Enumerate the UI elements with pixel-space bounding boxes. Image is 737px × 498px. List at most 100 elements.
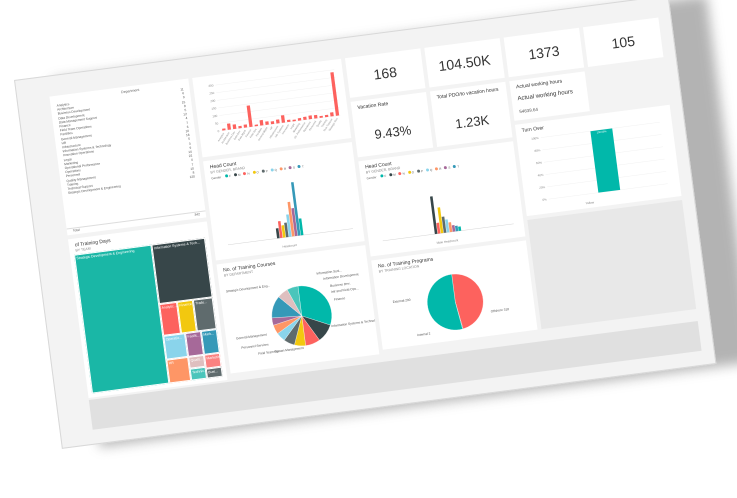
bar bbox=[265, 121, 269, 125]
x-tick-label: Personnel bbox=[309, 120, 318, 131]
treemap-cell[interactable]: Trade... bbox=[192, 297, 217, 332]
bar bbox=[226, 123, 231, 130]
bar bbox=[243, 124, 248, 128]
bar bbox=[313, 114, 318, 119]
treemap-cell[interactable]: HR bbox=[166, 356, 192, 384]
y-tick-label: 40% bbox=[537, 173, 544, 178]
bar bbox=[254, 124, 259, 127]
x-tick-label: Training bbox=[321, 118, 329, 128]
y-tick-label: 100 bbox=[212, 114, 218, 119]
bar bbox=[436, 222, 441, 234]
x-tick-label: Data Mgmt bbox=[238, 129, 247, 141]
department-rows: Analytics 11 Architecture 6 Business Develop… bbox=[50, 86, 201, 196]
y-tick-label: 50 bbox=[215, 121, 219, 125]
x-tick-label: Business Dev bbox=[225, 130, 236, 145]
y-tick-label: 80% bbox=[534, 148, 541, 153]
pdo-label: Total PDO/to vacation hours bbox=[436, 86, 499, 101]
gridline bbox=[220, 107, 340, 124]
kpi-hours-tile[interactable]: 104.50K bbox=[424, 38, 505, 88]
bar bbox=[590, 128, 621, 193]
treemap-label: HR bbox=[168, 360, 175, 366]
actual-working-hours-tile[interactable]: Actual working hours Actual working hour… bbox=[509, 71, 590, 121]
actual-working-hours-label: Actual working hours bbox=[515, 78, 563, 91]
x-tick-label: Legal bbox=[290, 123, 296, 130]
gridline bbox=[217, 84, 337, 101]
turn-over-tile[interactable]: Turn Over 100% 80% 60% 40% 20% 0% 100.00% Yell… bbox=[514, 104, 682, 217]
bar bbox=[445, 219, 450, 233]
treemap-label: Operatio... bbox=[165, 335, 183, 342]
pdo-tile[interactable]: Total PDO/to vacation hours 1.23K bbox=[429, 81, 513, 148]
treemap-label: Facilit... bbox=[187, 333, 200, 339]
bar bbox=[259, 119, 264, 126]
x-tick-label: General Mgmt bbox=[257, 126, 268, 141]
kpi-head-count-tile[interactable]: 168 bbox=[344, 48, 426, 98]
kpi-actual-hours: 1373 bbox=[527, 42, 561, 63]
kpi-actual-hours-tile[interactable]: 1373 bbox=[503, 27, 585, 78]
bar bbox=[275, 119, 280, 124]
gridline bbox=[216, 77, 336, 93]
gridline bbox=[215, 69, 335, 86]
bar bbox=[324, 114, 329, 118]
bar bbox=[275, 228, 280, 239]
bar bbox=[290, 182, 301, 236]
bar-data-label: 100.00% bbox=[597, 130, 608, 134]
y-tick-label: 20% bbox=[539, 185, 546, 190]
bar bbox=[297, 117, 302, 121]
bar bbox=[454, 225, 459, 232]
treemap-label: Qualit... bbox=[190, 357, 203, 363]
x-tick-label: Analytics bbox=[217, 132, 225, 143]
bar bbox=[238, 125, 242, 129]
x-tick-label: Finance bbox=[245, 128, 253, 138]
total-label: Total bbox=[72, 227, 80, 233]
bar bbox=[222, 128, 226, 131]
bar bbox=[286, 214, 292, 237]
bar bbox=[303, 116, 307, 121]
treemap-label: Information Systems & Tech... bbox=[153, 240, 201, 251]
bar bbox=[451, 225, 456, 232]
kpi-head-count: 168 bbox=[372, 63, 398, 83]
y-tick-label: 0 bbox=[217, 129, 219, 133]
bar bbox=[246, 105, 253, 128]
x-tick-label: Innovation bbox=[281, 123, 290, 135]
bar bbox=[292, 119, 296, 122]
head-count-chart-1 bbox=[227, 182, 353, 246]
department-list-tile[interactable]: Department Analytics 11 Architecture 6 Busin… bbox=[49, 78, 207, 236]
x-tick-label: Quality bbox=[316, 119, 323, 128]
treemap-cell[interactable]: Operatio... bbox=[163, 333, 189, 360]
bar bbox=[308, 115, 313, 120]
bar bbox=[298, 218, 304, 236]
bar bbox=[280, 115, 286, 123]
treemap-cell[interactable]: Busi... bbox=[205, 366, 223, 379]
empty-canvas-area bbox=[527, 199, 697, 330]
pie-slice bbox=[427, 274, 463, 331]
pie-slice bbox=[287, 285, 302, 316]
vacation-rate-tile[interactable]: Vacation Rate 9.43% bbox=[350, 92, 434, 158]
training-days-tile[interactable]: of Training Days BY TEAM Strategic Devel… bbox=[67, 221, 228, 399]
bar bbox=[286, 119, 291, 123]
training-courses-tile[interactable]: No. of Training Courses BY DEPARTMENT St… bbox=[216, 245, 380, 374]
treemap-cell[interactable]: Technic... bbox=[189, 366, 208, 381]
y-tick-label: 100% bbox=[531, 136, 539, 141]
training-days-treemap: Strategic Development & Engineering Infor… bbox=[74, 237, 223, 394]
department-bar-chart-tile[interactable]: 300 250 200 150 100 50 0 Analytics Architecture B… bbox=[192, 58, 352, 158]
training-courses-pie bbox=[271, 285, 332, 347]
kpi-right-tile[interactable]: 105 bbox=[582, 17, 664, 67]
bar bbox=[281, 225, 286, 238]
bar bbox=[232, 124, 237, 130]
bar bbox=[441, 216, 447, 233]
x-tick-label: Operations bbox=[303, 120, 313, 133]
total-value: 342 bbox=[194, 211, 201, 217]
treemap-cell[interactable]: Information Systems & Tech... bbox=[151, 237, 213, 305]
turn-over-chart: 100% 80% 60% 40% 20% 0% 100.00% bbox=[531, 121, 668, 202]
treemap-label: Analytic... bbox=[161, 303, 177, 310]
x-tick-label: Infrastructure bbox=[269, 125, 280, 140]
bar bbox=[319, 115, 323, 118]
treemap-cell[interactable]: Mark... bbox=[200, 328, 220, 355]
training-programs-tile[interactable]: No. of Training Programs BY TRAINING LOC… bbox=[371, 240, 538, 350]
bar bbox=[270, 121, 275, 125]
bar bbox=[458, 226, 462, 231]
x-tick-label: Strategic Dev bbox=[328, 117, 339, 132]
bar bbox=[284, 222, 289, 238]
